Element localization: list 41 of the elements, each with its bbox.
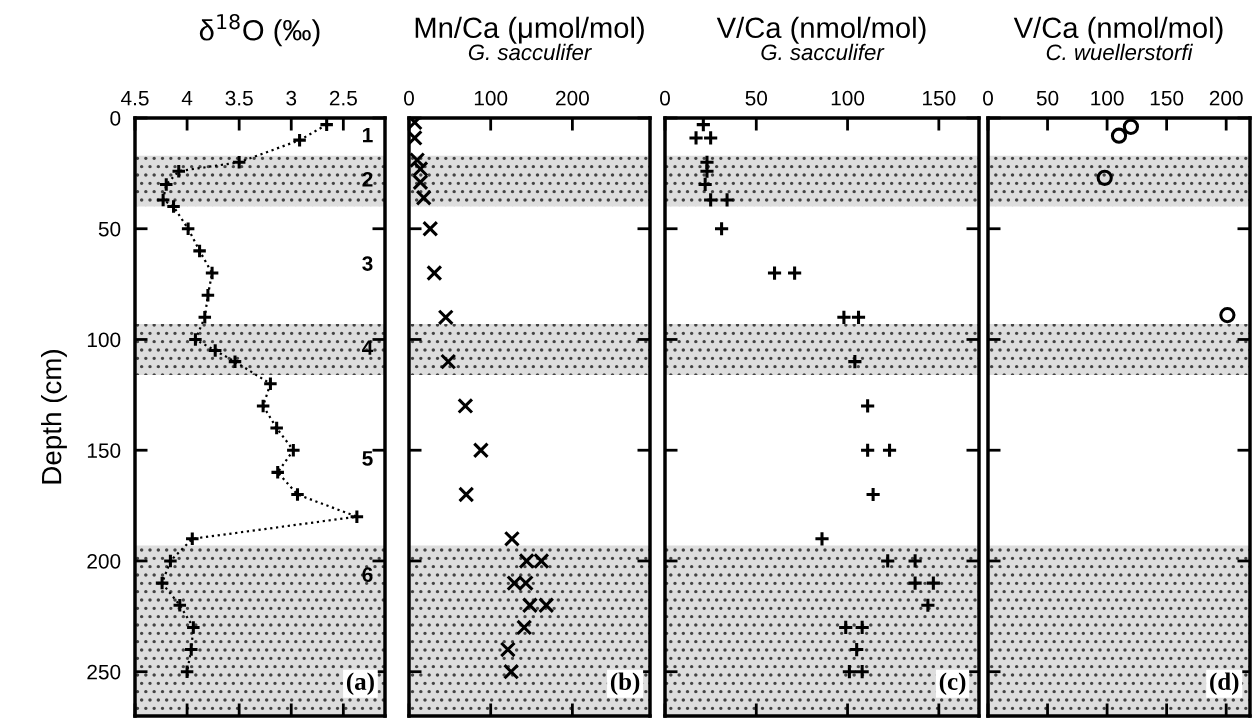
x-tick-label: 0 — [983, 90, 993, 106]
x-tick-label: 4 — [181, 91, 193, 106]
chart-title: V/Ca (nmol/mol) — [1013, 16, 1223, 44]
x-tick-label: 3.5 — [225, 90, 253, 106]
annotation: 2 — [362, 171, 373, 187]
annotation: (a) — [346, 672, 374, 696]
x-tick-label: 0 — [660, 90, 670, 106]
x-tick-label: 150 — [923, 90, 956, 106]
x-tick-label: 100 — [831, 90, 865, 106]
chart-subtitle: G. sacculifer — [761, 43, 885, 61]
annotation: 3 — [362, 256, 373, 271]
x-tick-label: 100 — [1091, 90, 1124, 106]
x-tick-label: 3 — [286, 90, 297, 106]
chart-subtitle: G. sacculifer — [468, 43, 592, 61]
x-tick-label: 200 — [1209, 90, 1243, 106]
annotation: 5 — [362, 451, 373, 466]
y-axis-title: Depth (cm) — [41, 350, 67, 484]
x-tick-label: 150 — [1150, 90, 1184, 106]
annotation: 6 — [362, 567, 373, 583]
y-tick-label: 150 — [87, 443, 121, 458]
y-tick-label: 200 — [87, 553, 121, 569]
chart-title: Mn/Ca (μmol/mol) — [415, 16, 644, 44]
y-tick-label: 100 — [87, 332, 121, 348]
annotation: (c) — [939, 672, 966, 696]
chart-title: δ$^{18}$O (‰) — [199, 13, 320, 47]
annotation: (d) — [1210, 672, 1239, 696]
x-tick-label: 50 — [1036, 90, 1059, 106]
x-tick-label: 2.5 — [329, 90, 357, 106]
annotation: 4 — [362, 340, 374, 355]
x-tick-label: 200 — [556, 90, 589, 106]
x-tick-label: 50 — [745, 90, 768, 106]
y-tick-label: 0 — [110, 111, 121, 126]
x-tick-label: 0 — [404, 90, 414, 106]
x-tick-label: 4.5 — [121, 91, 149, 106]
annotation: (b) — [610, 672, 640, 696]
chart-title: V/Ca (nmol/mol) — [716, 16, 926, 44]
chart-subtitle: C. wuellerstorfi — [1046, 43, 1193, 61]
annotation: 1 — [363, 127, 373, 143]
y-tick-label: 250 — [87, 664, 121, 680]
x-tick-label: 100 — [474, 90, 508, 106]
y-tick-label: 50 — [98, 221, 121, 237]
